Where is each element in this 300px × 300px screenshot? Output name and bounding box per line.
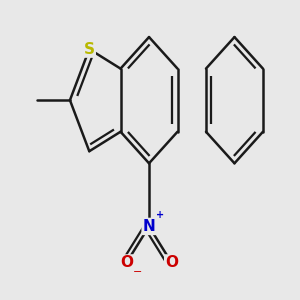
Text: N: N <box>143 219 155 234</box>
Text: −: − <box>133 267 142 277</box>
Text: O: O <box>120 255 133 270</box>
Text: S: S <box>84 42 95 57</box>
Text: O: O <box>165 255 178 270</box>
Text: +: + <box>156 210 164 220</box>
